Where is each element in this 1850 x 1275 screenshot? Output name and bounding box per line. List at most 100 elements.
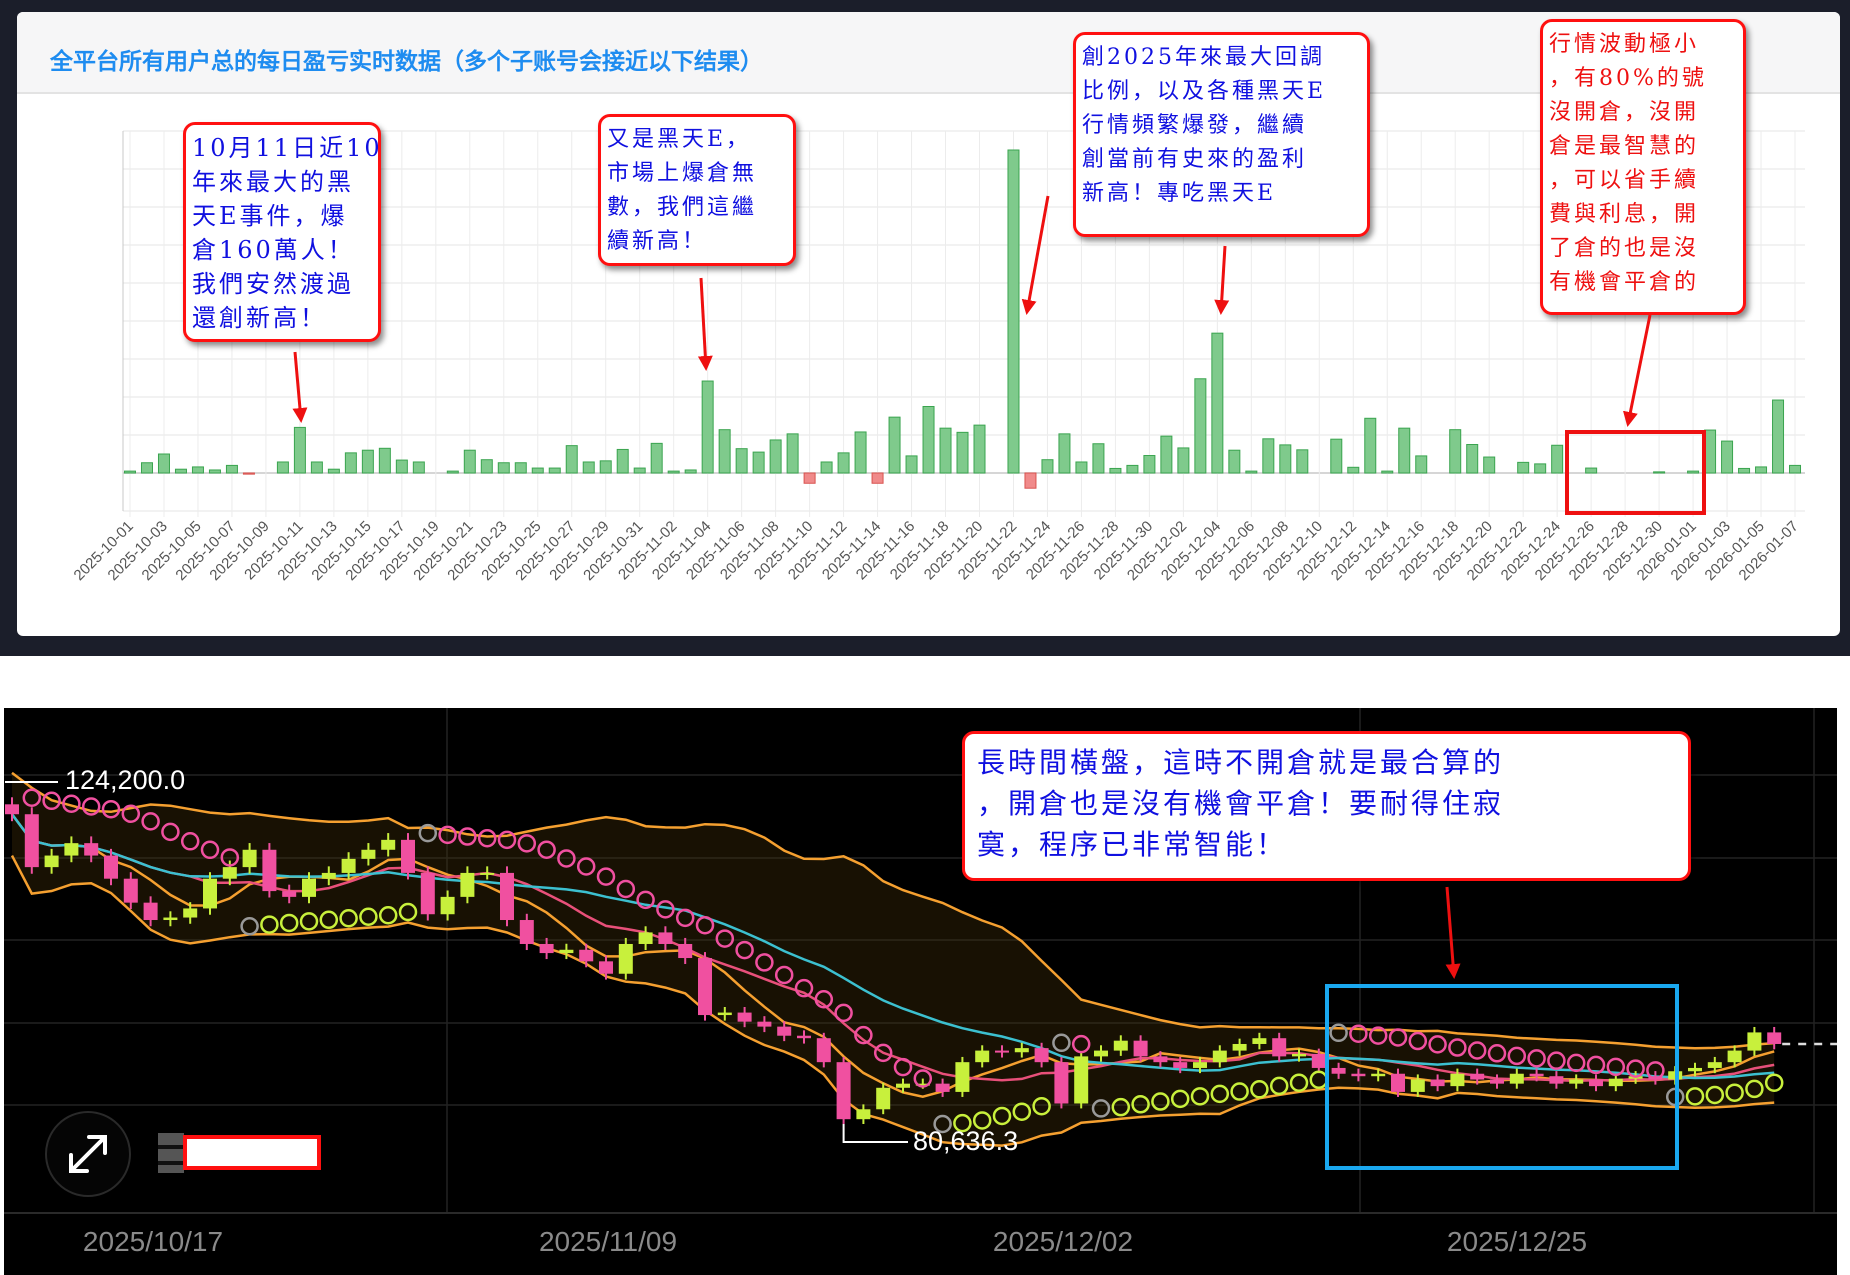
bar bbox=[1279, 444, 1292, 474]
sar-dot bbox=[1012, 1102, 1032, 1121]
annotation-line: 市場上爆倉無 bbox=[607, 161, 758, 186]
sar-dot bbox=[1250, 1080, 1269, 1099]
bar bbox=[565, 445, 578, 474]
candle-body bbox=[203, 878, 217, 909]
sar-dot bbox=[279, 913, 299, 933]
bar bbox=[531, 467, 544, 474]
bar bbox=[1007, 149, 1020, 474]
candle-body bbox=[559, 949, 574, 954]
sar-dot bbox=[972, 1111, 992, 1130]
sar-dot bbox=[438, 825, 457, 845]
sar-dot bbox=[913, 1069, 933, 1088]
x-tick-label: 2025/10/17 bbox=[82, 1226, 224, 1257]
sar-dot bbox=[1705, 1085, 1725, 1105]
candle-body bbox=[183, 908, 198, 918]
bar bbox=[1075, 461, 1088, 474]
candle-body bbox=[1331, 1067, 1346, 1074]
annotation-line: 數，我們這繼 bbox=[607, 195, 758, 220]
bar bbox=[1466, 444, 1479, 474]
bar bbox=[497, 462, 510, 474]
sar-dot bbox=[22, 788, 42, 808]
bar bbox=[174, 468, 187, 474]
sar-dot bbox=[398, 902, 418, 922]
candle-body bbox=[896, 1083, 910, 1088]
candle-body bbox=[242, 849, 257, 868]
bar bbox=[242, 472, 255, 475]
bar bbox=[293, 426, 306, 474]
annotation-line: 新高！專吃黑天E bbox=[1082, 181, 1277, 206]
annotation-line: 天E事件，爆 bbox=[192, 202, 348, 230]
candle-body bbox=[401, 839, 415, 873]
candle-body bbox=[1371, 1073, 1386, 1077]
candle-body bbox=[1193, 1062, 1207, 1068]
sar-dot bbox=[240, 916, 259, 936]
bar bbox=[1517, 461, 1530, 474]
sar-dot bbox=[992, 1106, 1012, 1126]
sar-dot bbox=[497, 830, 517, 850]
sar-dot bbox=[1289, 1073, 1309, 1092]
sar-dot bbox=[1032, 1096, 1051, 1116]
expand-chart-button[interactable] bbox=[45, 1111, 131, 1197]
candle-body bbox=[816, 1038, 831, 1063]
sar-dot bbox=[378, 906, 398, 925]
candle-body bbox=[1688, 1067, 1702, 1072]
bar bbox=[412, 461, 425, 474]
candle-body bbox=[104, 855, 118, 879]
bar bbox=[1585, 467, 1598, 474]
sar-dot bbox=[339, 908, 358, 928]
candle-body bbox=[1509, 1073, 1524, 1084]
candle-body bbox=[163, 917, 178, 921]
bar bbox=[939, 427, 952, 474]
sar-dot bbox=[1230, 1082, 1249, 1101]
sar-dot bbox=[1190, 1087, 1210, 1106]
bar bbox=[786, 433, 799, 474]
sar-dot bbox=[517, 834, 537, 853]
bar bbox=[701, 380, 714, 474]
annotation-line: 倉160萬人！ bbox=[192, 236, 355, 264]
bar bbox=[124, 470, 136, 474]
bar bbox=[1398, 427, 1411, 474]
bar bbox=[276, 461, 289, 474]
annotation-line: 行情波動極小 bbox=[1549, 32, 1700, 57]
candle-body bbox=[143, 902, 158, 921]
sar-dot bbox=[1151, 1092, 1170, 1111]
sar-dot bbox=[477, 828, 497, 848]
candle-body bbox=[1292, 1053, 1306, 1057]
candle-body bbox=[1490, 1079, 1504, 1084]
candle-body bbox=[44, 855, 59, 868]
sar-dot bbox=[1210, 1084, 1230, 1104]
bar bbox=[667, 470, 680, 474]
candle-body bbox=[24, 814, 39, 868]
sar-dot bbox=[161, 822, 180, 842]
sar-dot bbox=[656, 900, 675, 919]
bar bbox=[650, 442, 663, 474]
sar-dot bbox=[1111, 1097, 1131, 1117]
bar bbox=[1245, 470, 1258, 474]
expand-arrows-icon bbox=[69, 1135, 107, 1173]
candle-body bbox=[1470, 1073, 1485, 1080]
candle-body bbox=[797, 1035, 811, 1039]
daily-pnl-bar-chart: 2025-10-012025-10-032025-10-052025-10-07… bbox=[71, 130, 1805, 584]
annotation-line: 10月11日近10 bbox=[192, 134, 383, 162]
sar-dot bbox=[1725, 1083, 1744, 1102]
sar-dot bbox=[735, 940, 754, 960]
bar bbox=[1024, 472, 1037, 489]
bar bbox=[378, 447, 391, 474]
sar-dot bbox=[81, 797, 101, 816]
annotation-line: 了倉的也是沒 bbox=[1549, 236, 1700, 261]
bar bbox=[820, 461, 833, 474]
sar-dot bbox=[1170, 1089, 1190, 1109]
sar-dot bbox=[458, 827, 477, 846]
bar bbox=[1058, 433, 1071, 474]
sar-dot bbox=[1764, 1073, 1784, 1092]
bar bbox=[837, 452, 850, 474]
sar-dot bbox=[1745, 1079, 1764, 1099]
bar bbox=[1364, 417, 1377, 474]
candle-body bbox=[1450, 1073, 1465, 1087]
max-price-label: 124,200.0 bbox=[65, 765, 186, 795]
bar bbox=[752, 451, 765, 474]
bar bbox=[1551, 444, 1564, 474]
bar bbox=[480, 459, 493, 474]
x-tick-label: 2025/12/02 bbox=[992, 1226, 1134, 1257]
annotation-line: 又是黑天E， bbox=[607, 127, 752, 152]
